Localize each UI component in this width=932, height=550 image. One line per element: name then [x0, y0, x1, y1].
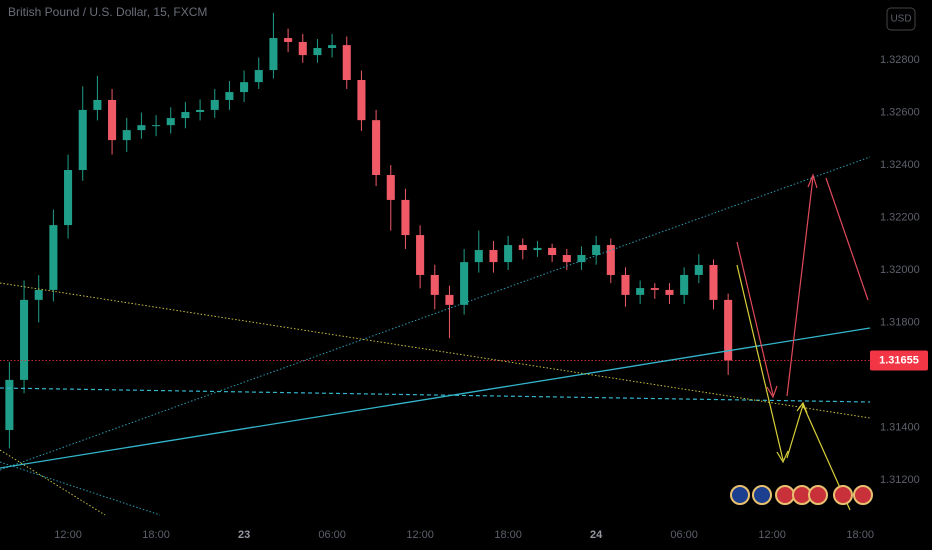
candle-body: [445, 294, 454, 305]
arrow-head: [776, 450, 789, 464]
arrow-head: [796, 401, 808, 414]
candle-body: [298, 41, 307, 56]
candle-body: [709, 264, 718, 300]
x-tick-label: 18:00: [494, 529, 522, 541]
chart-title: British Pound / U.S. Dollar, 15, FXCM: [8, 5, 207, 19]
y-tick-label: 1.32400: [880, 159, 920, 171]
candle-body: [724, 299, 733, 361]
candle-body: [460, 262, 469, 305]
drawings: [0, 156, 871, 516]
last-price-box: [870, 350, 928, 371]
candle-body: [196, 109, 205, 113]
candle-body: [606, 245, 615, 275]
candle-body: [240, 82, 249, 93]
y-tick-label: 1.32200: [880, 211, 920, 223]
candle-body: [577, 255, 586, 263]
candle-body: [474, 250, 483, 263]
trend-line: [0, 156, 871, 471]
candle-body: [533, 247, 542, 251]
arrow-head: [766, 385, 778, 399]
candle-body: [416, 235, 425, 275]
x-tick-label: 24: [590, 529, 603, 541]
candle-body: [20, 299, 29, 380]
candle-body: [636, 288, 645, 295]
candle-body: [225, 92, 234, 100]
candle-body: [137, 125, 146, 131]
candle-body: [269, 38, 278, 71]
y-tick-label: 1.31400: [880, 421, 920, 433]
trend-line: [0, 387, 871, 403]
candle-body: [401, 199, 410, 236]
x-tick-label: 12:00: [54, 529, 82, 541]
candle-body: [284, 38, 293, 42]
candle-body: [34, 289, 43, 300]
event-flag-us[interactable]: [853, 485, 873, 505]
event-icons: [730, 485, 873, 505]
path-arrow: [736, 264, 784, 461]
currency-label: USD: [890, 14, 911, 25]
candle-body: [518, 245, 527, 251]
x-tick-label: 12:00: [758, 529, 786, 541]
event-flag-us[interactable]: [808, 485, 828, 505]
y-tick-label: 1.32800: [880, 54, 920, 66]
path-arrow: [786, 176, 814, 397]
axes: 1.31200 1.31400 1.31800 1.32000 1.32200 1.324…: [54, 54, 928, 541]
last-price-label: 1.31655: [879, 354, 919, 366]
candle-body: [210, 99, 219, 110]
y-tick-label: 1.31200: [880, 474, 920, 486]
y-tick-label: 1.32000: [880, 264, 920, 276]
x-tick-label: 12:00: [406, 529, 434, 541]
path-arrow: [786, 403, 851, 511]
path-arrow: [825, 177, 869, 301]
candle-body: [680, 274, 689, 295]
candle-body: [166, 118, 175, 126]
x-tick-label: 23: [238, 529, 250, 541]
candle-body: [592, 245, 601, 256]
candle-body: [357, 80, 366, 121]
candle-body: [93, 99, 102, 110]
event-flag-us[interactable]: [775, 485, 795, 505]
candle-body: [386, 174, 395, 200]
x-tick-label: 18:00: [846, 529, 874, 541]
y-tick-label: 1.31800: [880, 316, 920, 328]
candle-body: [108, 99, 117, 141]
candle-body: [49, 225, 58, 290]
trend-line: [0, 461, 161, 516]
trend-line: [0, 449, 106, 516]
candle-body: [430, 274, 439, 295]
candle-body: [122, 130, 131, 141]
candle-body: [372, 120, 381, 175]
candle-body: [694, 264, 703, 275]
candle-body: [621, 274, 630, 295]
candle-body: [78, 109, 87, 171]
currency-badge[interactable]: [886, 7, 916, 31]
candle-body: [254, 70, 263, 83]
x-tick-label: 06:00: [318, 529, 346, 541]
candle-body: [152, 125, 161, 127]
trend-line: [0, 327, 871, 469]
event-flag-us[interactable]: [833, 485, 853, 505]
candle-body: [5, 379, 14, 431]
path-arrow: [736, 241, 774, 396]
plot-area: [0, 12, 870, 449]
candle-body: [665, 289, 674, 295]
candle-body: [504, 245, 513, 263]
candle-body: [650, 288, 659, 290]
candle-body: [313, 48, 322, 56]
candle-body: [328, 45, 337, 49]
y-tick-label: 1.32600: [880, 106, 920, 118]
x-tick-label: 06:00: [670, 529, 698, 541]
candle-body: [489, 250, 498, 263]
candle-body: [342, 45, 351, 81]
candle-body: [181, 112, 190, 119]
candle-body: [548, 247, 557, 256]
event-flag-gb[interactable]: [730, 485, 750, 505]
event-flag-gb[interactable]: [752, 485, 772, 505]
candle-body: [562, 255, 571, 263]
arrow-head: [807, 173, 818, 189]
x-tick-label: 18:00: [142, 529, 170, 541]
candle-body: [64, 170, 73, 226]
